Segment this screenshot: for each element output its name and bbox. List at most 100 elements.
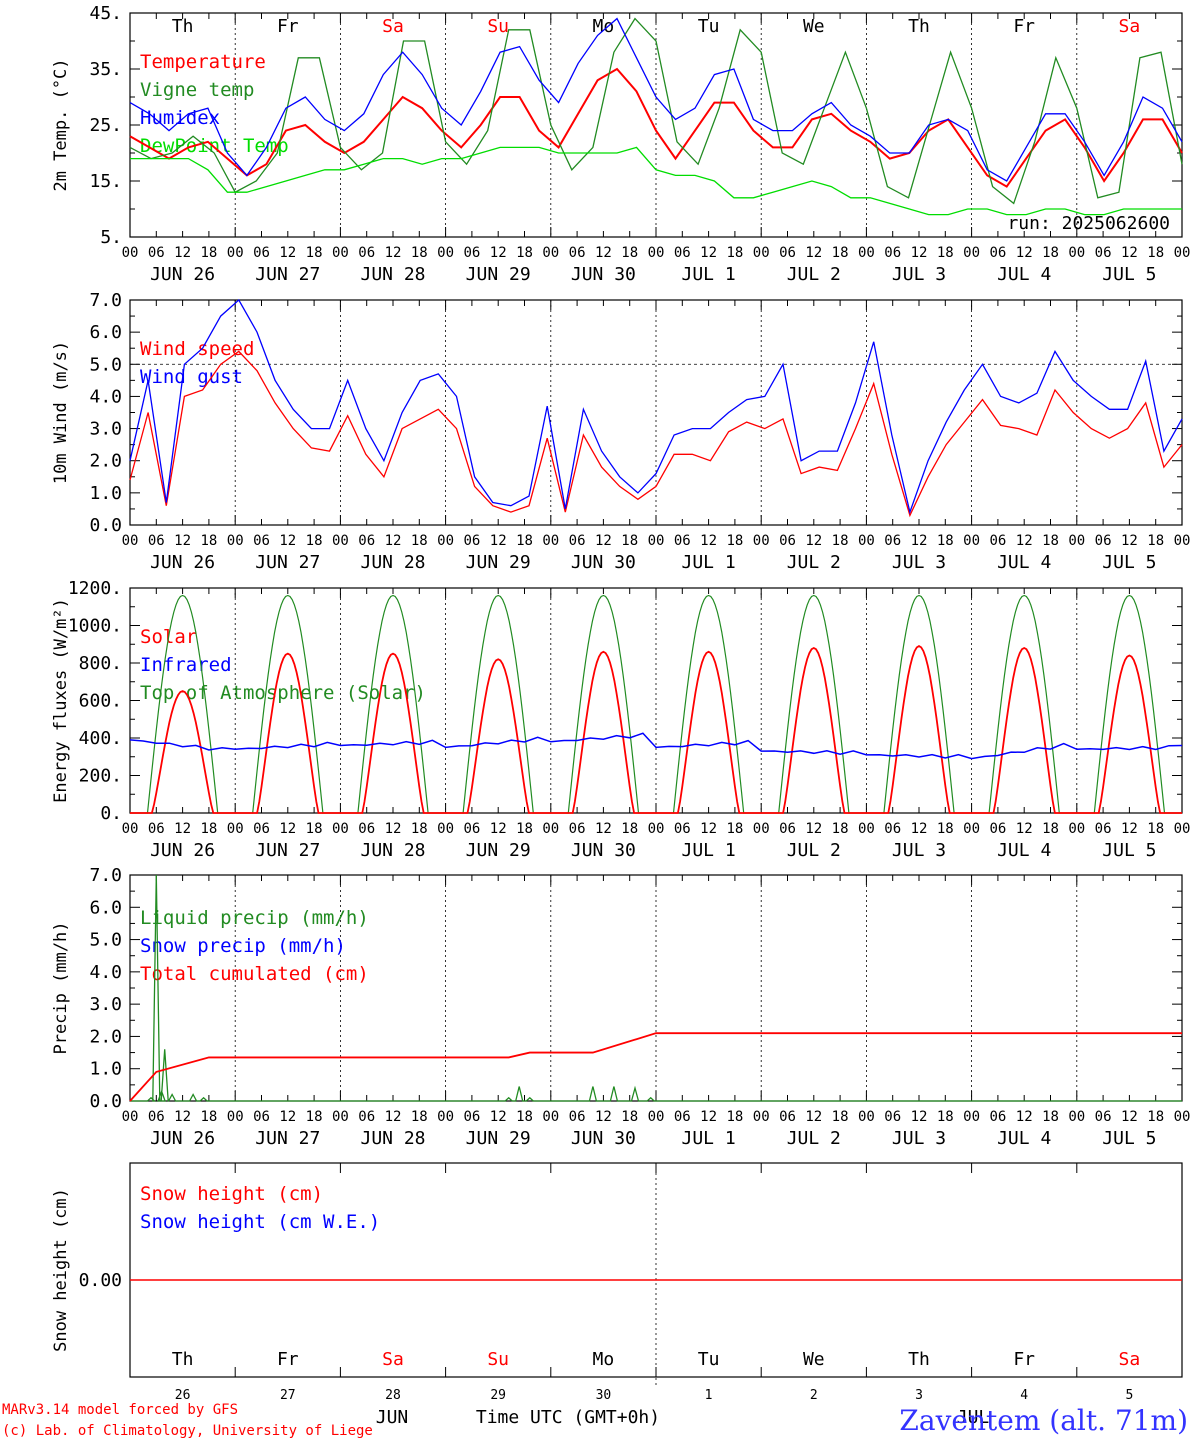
x-hour-label: 00 [1068,245,1085,261]
x-date-label: JUL 4 [997,552,1051,573]
day-name: Fr [277,1349,299,1370]
day-number: 3 [915,1388,923,1403]
x-hour-label: 12 [385,1109,402,1125]
y-tick-label: 800. [79,653,122,674]
x-hour-label: 18 [516,245,533,261]
x-date-label: JUN 28 [360,264,425,285]
x-hour-label: 18 [832,1109,849,1125]
day-name: Th [172,1349,194,1370]
y-axis-label: 2m Temp. (°C) [51,58,71,191]
x-hour-label: 06 [1095,1109,1112,1125]
legend-entry: Snow height (cm W.E.) [140,1211,380,1233]
x-date-label: JUN 27 [255,840,320,861]
x-hour-label: 12 [1016,245,1033,261]
day-name: Fr [1013,16,1035,37]
day-name: Th [908,16,930,37]
x-hour-label: 00 [1174,245,1191,261]
x-hour-label: 12 [385,821,402,837]
x-hour-label: 18 [306,245,323,261]
x-hour-label: 12 [174,533,191,549]
series-line [130,146,1182,216]
x-hour-label: 00 [648,821,665,837]
x-date-label: JUN 29 [466,552,531,573]
x-hour-label: 06 [253,821,270,837]
x-date-label: JUL 1 [682,1128,736,1149]
x-hour-label: 06 [674,245,691,261]
x-hour-label: 06 [148,245,165,261]
x-hour-label: 06 [779,533,796,549]
x-date-label: JUN 28 [360,840,425,861]
x-hour-label: 12 [595,1109,612,1125]
x-hour-label: 06 [1095,533,1112,549]
x-hour-label: 00 [1174,821,1191,837]
day-number: 5 [1125,1388,1133,1403]
legend-entry: Total cumulated (cm) [140,963,369,985]
x-date-label: JUL 3 [892,1128,946,1149]
panel-4: Precip (mm/h) 0.0 1.0 2.0 3.0 4.0 5.0 6.0 7.0 00 0… [51,865,1190,1149]
x-hour-label: 18 [621,821,638,837]
x-hour-label: 00 [227,1109,244,1125]
x-hour-label: 18 [411,821,428,837]
x-date-label: JUN 30 [571,264,636,285]
x-date-label: JUL 5 [1102,840,1156,861]
y-tick-label: 2.0 [89,1026,122,1047]
x-hour-label: 06 [989,821,1006,837]
x-hour-label: 18 [1042,821,1059,837]
legend-entry: DewPoint Temp [140,135,289,157]
x-hour-label: 06 [1095,245,1112,261]
y-tick-label: 400. [79,728,122,749]
x-hour-label: 00 [332,533,349,549]
x-hour-label: 00 [332,245,349,261]
x-date-label: JUL 3 [892,264,946,285]
x-hour-label: 12 [911,821,928,837]
x-hour-label: 00 [858,821,875,837]
x-date-label: JUN 30 [571,840,636,861]
x-hour-label: 18 [1147,821,1164,837]
y-tick-label: 2.0 [89,451,122,472]
x-hour-label: 00 [648,1109,665,1125]
x-hour-label: 12 [385,245,402,261]
x-hour-label: 18 [621,245,638,261]
x-hour-label: 18 [832,245,849,261]
day-name: Tu [698,16,720,37]
x-hour-label: 06 [358,533,375,549]
x-hour-label: 18 [516,821,533,837]
x-hour-label: 18 [516,1109,533,1125]
x-hour-label: 00 [332,1109,349,1125]
x-hour-label: 06 [569,821,586,837]
credit-line-2: (c) Lab. of Climatology, University of L… [2,1423,373,1439]
x-date-label: JUL 1 [682,840,736,861]
x-hour-label: 18 [937,1109,954,1125]
x-date-label: JUL 3 [892,552,946,573]
y-tick-label: 0.00 [79,1270,122,1291]
x-hour-label: 12 [911,1109,928,1125]
day-name: Sa [1119,16,1141,37]
x-hour-label: 06 [884,821,901,837]
y-tick-label: 4.0 [89,386,122,407]
x-hour-label: 12 [911,245,928,261]
x-hour-label: 00 [437,245,454,261]
x-hour-label: 18 [1147,533,1164,549]
x-hour-label: 12 [700,533,717,549]
day-number: 26 [175,1388,191,1403]
x-hour-label: 06 [253,1109,270,1125]
day-number: 28 [385,1388,401,1403]
station-name: Zaventem (alt. 71m) [899,1404,1188,1437]
y-tick-label: 3.0 [89,994,122,1015]
x-hour-label: 18 [832,821,849,837]
y-tick-label: 0.0 [89,515,122,536]
x-hour-label: 12 [1121,245,1138,261]
x-hour-label: 00 [437,533,454,549]
day-number: 2 [810,1388,818,1403]
x-hour-label: 00 [858,533,875,549]
x-date-label: JUN 27 [255,552,320,573]
series-line [129,350,1183,518]
panel-5: Snow height (cm) 0.00 Th Fr Sa Su Mo Tu We Th Fr Sa… [51,1162,1183,1387]
day-name: Su [487,16,509,37]
y-tick-label: 5. [100,227,122,248]
day-name: Tu [698,1349,720,1370]
x-hour-label: 18 [200,245,217,261]
day-name: We [803,16,825,37]
x-hour-label: 12 [805,533,822,549]
x-hour-label: 00 [963,821,980,837]
